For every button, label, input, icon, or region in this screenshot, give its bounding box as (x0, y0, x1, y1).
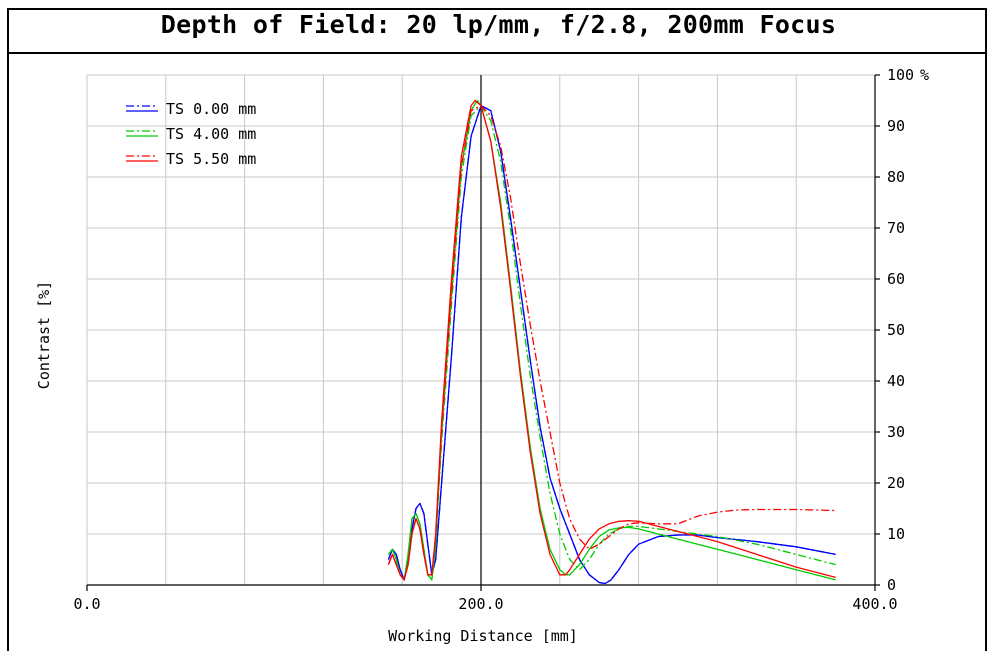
y-tick-label: 90 (887, 117, 905, 135)
y-tick-labels: 0 10 20 30 40 50 60 70 80 90 100 (887, 66, 914, 594)
plot-axes (86, 74, 880, 591)
y-axis-label: Contrast [%] (35, 281, 53, 389)
y-tick-label: 60 (887, 270, 905, 288)
y-unit-label: % (920, 66, 929, 84)
y-tick-label: 20 (887, 474, 905, 492)
chart-title: Depth of Field: 20 lp/mm, f/2.8, 200mm F… (160, 10, 837, 39)
legend-label: TS 0.00 mm (166, 100, 256, 118)
series-line-3 (387, 104, 836, 581)
y-tick-label: 100 (887, 66, 914, 84)
series-line-1 (387, 104, 836, 585)
plot-series (387, 99, 836, 585)
series-line-4 (387, 99, 836, 581)
title-divider (9, 52, 985, 54)
x-tick-label: 200.0 (458, 595, 503, 613)
legend-label: TS 4.00 mm (166, 125, 256, 143)
y-tick-label: 40 (887, 372, 905, 390)
x-axis-label: Working Distance [mm] (388, 627, 578, 645)
y-tick-label: 10 (887, 525, 905, 543)
y-tick-label: 30 (887, 423, 905, 441)
x-tick-labels: 0.0 200.0 400.0 (73, 595, 897, 613)
legend-label: TS 5.50 mm (166, 150, 256, 168)
x-tick-label: 0.0 (73, 595, 100, 613)
series-line-5 (387, 104, 836, 581)
y-tick-label: 80 (887, 168, 905, 186)
y-tick-label: 70 (887, 219, 905, 237)
legend: TS 0.00 mm TS 4.00 mm TS 5.50 mm (126, 100, 256, 168)
y-tick-label: 0 (887, 576, 896, 594)
y-tick-label: 50 (887, 321, 905, 339)
x-tick-label: 400.0 (852, 595, 897, 613)
series-line-2 (387, 99, 836, 581)
